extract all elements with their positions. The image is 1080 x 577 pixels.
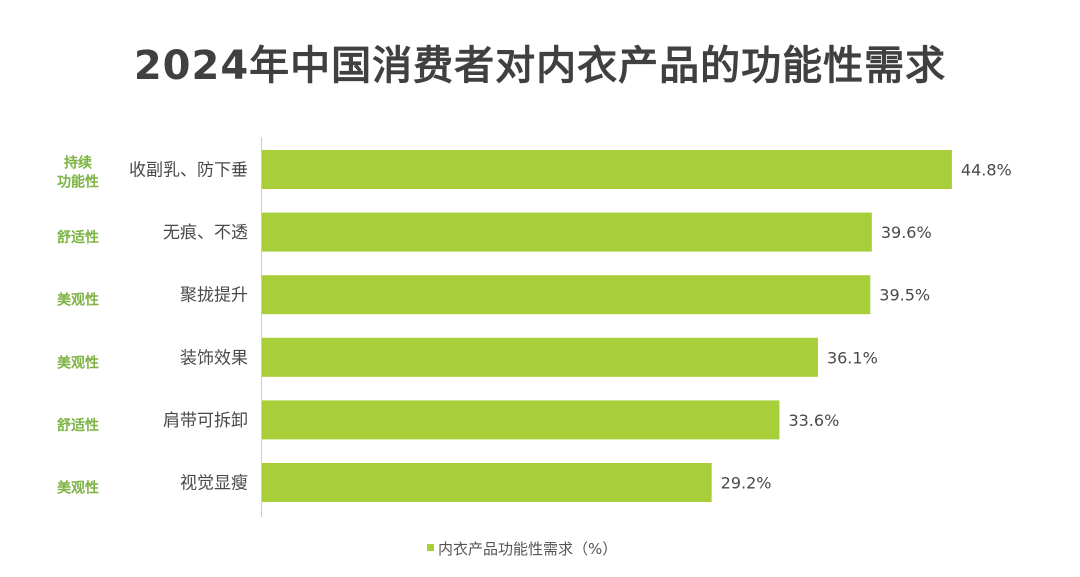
legend-swatch xyxy=(427,544,434,551)
value-label-3: 36.1% xyxy=(827,348,878,367)
group-label-4: 舒适性 xyxy=(57,417,99,434)
group-label-0-0: 持续 xyxy=(64,155,92,172)
value-label-2: 39.5% xyxy=(879,286,930,305)
group-label-0-1: 功能性 xyxy=(57,174,99,191)
group-label-2: 美观性 xyxy=(57,292,99,309)
category-label-3: 装饰效果 xyxy=(180,348,248,368)
value-label-4: 33.6% xyxy=(788,411,839,430)
bar-1 xyxy=(262,212,872,252)
bar-5 xyxy=(262,463,712,502)
category-label-2: 聚拢提升 xyxy=(180,286,248,306)
group-label-5: 美观性 xyxy=(57,480,99,497)
value-label-5: 29.2% xyxy=(721,474,772,493)
group-label-3: 美观性 xyxy=(57,354,99,371)
chart-title: 2024年中国消费者对内衣产品的功能性需求 xyxy=(133,43,947,89)
category-label-5: 视觉显瘦 xyxy=(180,474,248,494)
category-label-4: 肩带可拆卸 xyxy=(163,411,248,431)
bar-3 xyxy=(262,337,818,377)
category-label-1: 无痕、不透 xyxy=(163,223,248,243)
bar-0 xyxy=(262,150,952,189)
bar-4 xyxy=(262,400,780,440)
value-label-1: 39.6% xyxy=(881,223,932,242)
value-label-0: 44.8% xyxy=(961,161,1012,180)
bar-2 xyxy=(262,275,871,315)
category-label-0: 收副乳、防下垂 xyxy=(129,161,248,181)
group-label-1: 舒适性 xyxy=(57,229,99,246)
legend-label: 内衣产品功能性需求（%） xyxy=(438,540,617,558)
